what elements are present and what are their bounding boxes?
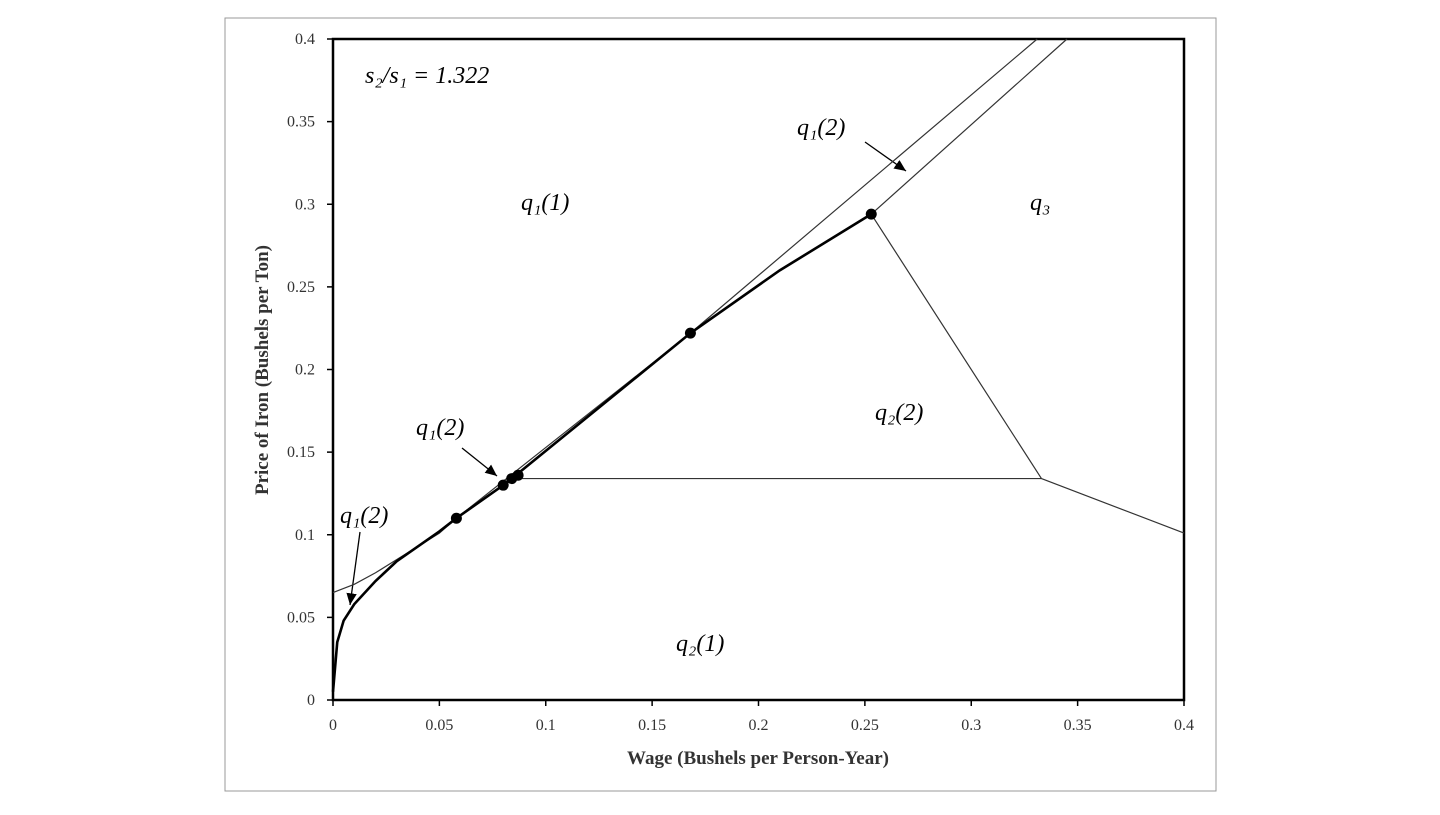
arrow <box>461 447 498 477</box>
point <box>684 327 696 339</box>
point <box>450 512 462 524</box>
annotation: q₁(1) <box>521 190 569 216</box>
annotation: s₂/s₁ = 1.322 <box>365 63 489 89</box>
y-tick-label: 0.25 <box>287 279 315 296</box>
annotation: q₃ <box>1030 190 1050 216</box>
x-tick-label: 0.1 <box>536 717 556 734</box>
annotation: q₂(2) <box>875 400 923 426</box>
x-tick-label: 0.15 <box>638 717 666 734</box>
line <box>870 213 1042 479</box>
x-tick-label: 0.2 <box>749 717 769 734</box>
line <box>332 38 1038 594</box>
line <box>331 213 872 692</box>
x-axis-label: Wage (Bushels per Person-Year) <box>627 748 889 769</box>
x-tick-label: 0.3 <box>961 717 981 734</box>
annotation: q₁(2) <box>416 415 464 441</box>
x-tick-label: 0.35 <box>1064 717 1092 734</box>
y-tick-label: 0 <box>307 692 315 709</box>
x-tick-label: 0.05 <box>425 717 453 734</box>
point <box>497 479 509 491</box>
x-tick-label: 0 <box>329 717 337 734</box>
y-tick-label: 0.2 <box>295 362 315 379</box>
y-tick-label: 0.05 <box>287 609 315 626</box>
y-axis-label: Price of Iron (Bushels per Ton) <box>252 245 273 495</box>
y-tick-label: 0.35 <box>287 114 315 131</box>
arrow <box>864 141 907 172</box>
y-tick-label: 0.4 <box>295 31 315 48</box>
point <box>865 208 877 220</box>
annotation: q₁(2) <box>340 503 388 529</box>
x-tick-label: 0.25 <box>851 717 879 734</box>
line <box>870 38 1068 215</box>
y-tick-label: 0.15 <box>287 444 315 461</box>
y-tick-label: 0.1 <box>295 527 315 544</box>
point <box>512 469 524 481</box>
frame <box>224 17 1217 792</box>
line <box>1041 478 1185 534</box>
annotation: q₂(1) <box>676 631 724 657</box>
x-tick-label: 0.4 <box>1174 717 1194 734</box>
arrow <box>346 531 361 606</box>
y-tick-label: 0.3 <box>295 196 315 213</box>
plot-area <box>331 37 1186 702</box>
annotation: q₁(2) <box>797 115 845 141</box>
